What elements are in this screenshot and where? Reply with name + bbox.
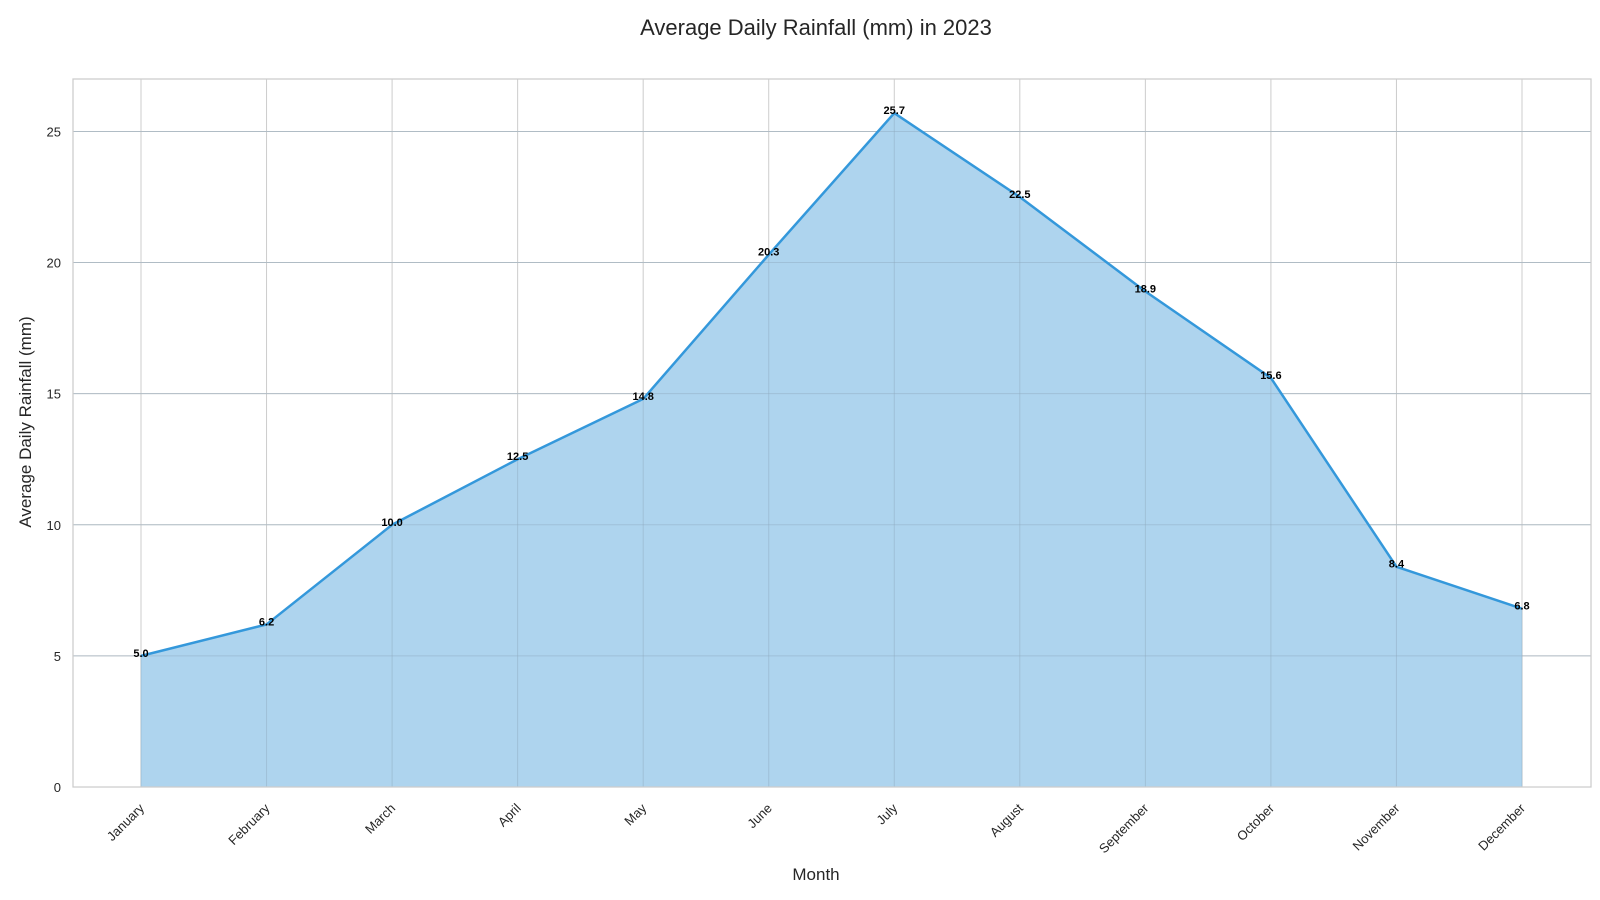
data-labels: 5.0 6.2 10.0 12.5 14.8 20.3 25.7 22.5 18.9 15.6 8.… bbox=[133, 105, 1529, 660]
data-label: 10.0 bbox=[381, 517, 402, 529]
data-label: 5.0 bbox=[133, 648, 148, 660]
plot-frame bbox=[72, 78, 1592, 788]
y-axis-ticks: 0 5 10 15 20 25 bbox=[47, 124, 61, 795]
y-axis-label: Average Daily Rainfall (mm) bbox=[16, 316, 35, 527]
data-label: 22.5 bbox=[1009, 189, 1030, 201]
y-tick-label: 25 bbox=[47, 124, 61, 139]
series-line bbox=[140, 111, 1523, 658]
data-label: 8.4 bbox=[1389, 559, 1405, 571]
data-label: 6.2 bbox=[259, 616, 274, 628]
y-tick-label: 0 bbox=[54, 780, 61, 795]
data-label: 25.7 bbox=[884, 105, 905, 117]
y-tick-label: 5 bbox=[54, 649, 61, 664]
area-fill bbox=[141, 113, 1522, 788]
x-axis-label: Month bbox=[792, 865, 839, 884]
data-label: 14.8 bbox=[632, 391, 653, 403]
data-label: 12.5 bbox=[507, 451, 528, 463]
data-label: 20.3 bbox=[758, 247, 779, 259]
y-tick-label: 20 bbox=[47, 256, 61, 271]
y-tick-label: 15 bbox=[47, 387, 61, 402]
data-label: 18.9 bbox=[1135, 283, 1156, 295]
chart-title: Average Daily Rainfall (mm) in 2023 bbox=[640, 15, 992, 40]
data-label: 6.8 bbox=[1514, 601, 1529, 613]
y-tick-label: 10 bbox=[47, 518, 61, 533]
data-label: 15.6 bbox=[1260, 370, 1281, 382]
